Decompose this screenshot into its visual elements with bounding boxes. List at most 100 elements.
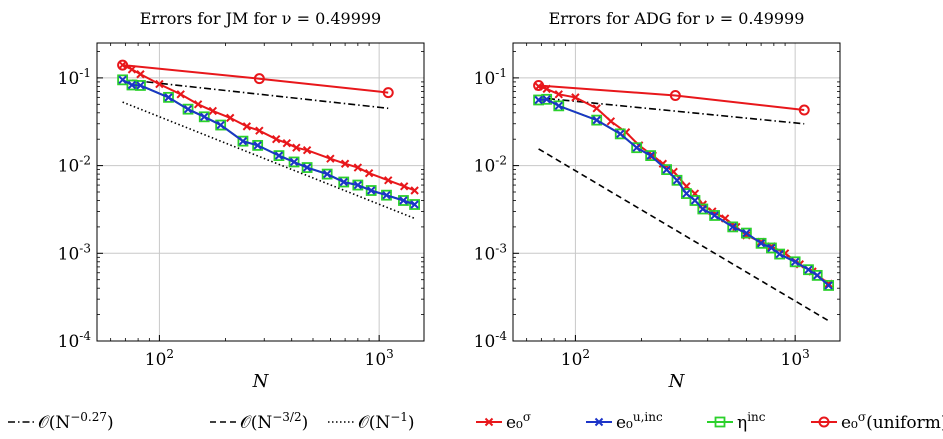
data-point-e_u: [382, 190, 391, 200]
legend-label: 𝒪(N−0.27): [38, 410, 114, 433]
legend-label: e₀σ: [506, 410, 531, 433]
figure-canvas: Errors for JM for ν = 0.49999 102 103 10-4 1…: [58, 9, 841, 392]
data-point-eta: [381, 189, 392, 201]
x-tick-label: 103: [365, 347, 394, 370]
data-point-e_u: [183, 104, 193, 114]
data-point-e_u: [289, 157, 299, 167]
data-point-e_u: [118, 75, 127, 85]
legend-item-ref027: 𝒪(N−0.27): [8, 410, 114, 433]
data-point-e_u: [164, 93, 173, 102]
data-point-e_u: [366, 186, 376, 195]
data-point-e_sigma: [592, 104, 601, 113]
data-point-e_sigma: [118, 60, 127, 70]
data-point-e_sigma: [208, 106, 218, 116]
legend-marker: [818, 416, 830, 428]
series-e_sigma: [118, 60, 419, 195]
data-point-eta: [689, 195, 701, 206]
data-point-e_sigma: [127, 65, 137, 74]
data-point-e_sigma: [410, 186, 419, 195]
series-ref1: [122, 101, 415, 220]
data-point-e_sigma: [534, 82, 543, 91]
series-ref32: [538, 148, 830, 322]
data-point-e_u: [410, 200, 419, 209]
data-point-e_sigma: [353, 163, 363, 172]
y-tick-label: 10-4: [474, 329, 508, 352]
data-point-e_u: [554, 101, 563, 111]
data-point-eta: [727, 221, 739, 233]
series-line-ref1: [122, 101, 415, 220]
data-point-e_u: [302, 163, 312, 172]
data-point-e_sigma: [606, 117, 616, 126]
plot-frame: [96, 42, 425, 342]
legend-label: 𝒪(N−1): [358, 410, 415, 433]
data-point-e_u: [742, 228, 751, 238]
data-point-e_sigma: [193, 100, 203, 109]
legend-label: e₀u,inc: [616, 410, 663, 433]
y-tick-label: 10-2: [474, 154, 507, 177]
series-line-e_uniform: [122, 64, 389, 94]
data-point-e_sigma: [554, 90, 563, 99]
data-point-eta: [740, 227, 752, 239]
data-point-e_u: [216, 120, 225, 130]
chart-title: Errors for JM for ν = 0.49999: [140, 9, 381, 28]
legend-item-e_u: e₀u,inc: [586, 410, 663, 433]
legend-marker: [484, 417, 494, 427]
legend-marker: [594, 417, 604, 427]
series-line-ref32: [538, 148, 830, 322]
data-point-e_u: [812, 271, 822, 280]
data-point-e_u: [616, 129, 625, 139]
data-point-eta: [215, 119, 227, 131]
data-point-eta: [237, 135, 249, 147]
chart-panel-1: Errors for JM for ν = 0.49999 102 103 10-4 1…: [58, 9, 425, 392]
data-point-e_u: [238, 136, 248, 146]
data-point-e_sigma: [658, 159, 668, 168]
data-point-e_sigma: [542, 84, 551, 94]
data-point-e_sigma: [399, 182, 409, 191]
legend-item-eta: ηinc: [707, 410, 766, 433]
legend: 𝒪(N−0.27) 𝒪(N−3/2) 𝒪(N−1) e₀σ e₀u,inc ηinc e₀σ…: [8, 410, 943, 433]
y-tick-label: 10-4: [58, 329, 92, 352]
data-point-e_u: [200, 112, 209, 122]
data-point-eta: [681, 188, 692, 199]
data-point-e_sigma: [384, 176, 393, 185]
data-point-eta: [803, 264, 814, 276]
data-point-eta: [553, 100, 565, 112]
data-point-e_u: [127, 80, 137, 90]
series-eta: [533, 93, 835, 291]
y-tick-label: 10-1: [474, 66, 507, 89]
data-point-eta: [671, 174, 683, 186]
x-tick-label: 102: [561, 347, 590, 370]
data-point-e_uniform: [117, 59, 129, 71]
series-e_u: [534, 95, 833, 290]
y-tick-label: 10-3: [58, 241, 91, 264]
data-point-eta: [409, 199, 421, 210]
plot-frame: [512, 42, 841, 342]
data-point-eta: [365, 185, 377, 196]
data-point-e_u: [690, 196, 700, 205]
data-point-e_u: [399, 196, 408, 205]
chart-title: Errors for ADG for ν = 0.49999: [549, 9, 805, 28]
data-point-e_sigma: [176, 90, 185, 99]
data-point-eta: [661, 164, 672, 176]
series-line-e_uniform: [538, 84, 805, 111]
data-point-eta: [288, 156, 300, 168]
data-point-eta: [198, 111, 210, 123]
data-point-e_sigma: [136, 70, 145, 79]
data-point-eta: [755, 237, 767, 249]
data-point-e_u: [662, 165, 671, 174]
data-point-eta: [398, 195, 409, 206]
data-point-e_u: [767, 243, 776, 253]
data-point-e_u: [804, 265, 813, 274]
legend-item-e_sigma: e₀σ: [476, 410, 531, 433]
data-point-e_u: [322, 169, 332, 179]
data-point-e_sigma: [155, 79, 164, 89]
legend-item-e_uniform: e₀σ(uniform): [811, 410, 943, 433]
y-tick-label: 10-2: [58, 154, 91, 177]
legend-label: 𝒪(N−3/2): [240, 410, 308, 433]
data-point-e_u: [632, 143, 641, 152]
data-point-eta: [709, 210, 721, 221]
x-tick-label: 102: [145, 347, 174, 370]
data-point-eta: [631, 142, 643, 154]
y-tick-label: 10-3: [474, 241, 507, 264]
data-point-e_sigma: [571, 93, 580, 102]
